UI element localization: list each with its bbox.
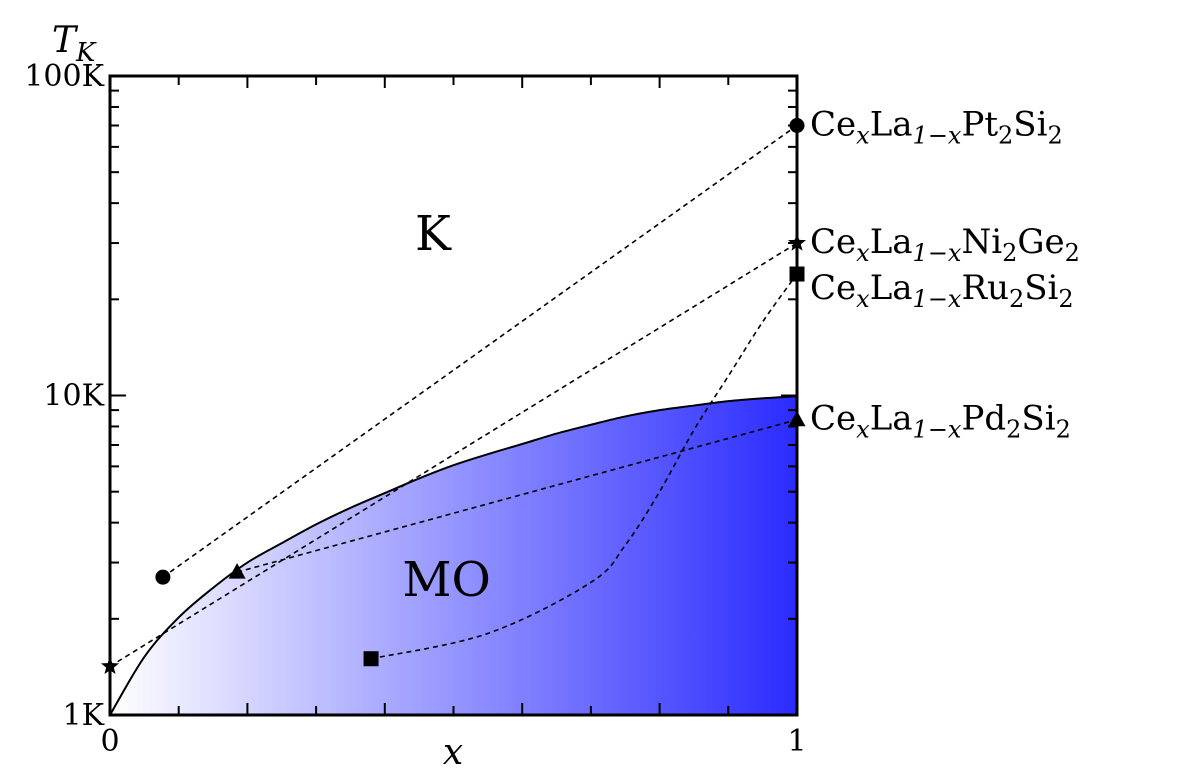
phase-boundary-line (109, 395, 798, 716)
series-label-cepd: CexLa1−xPd2Si2 (810, 399, 1071, 444)
series-label-cept: CexLa1−xPt2Si2 (810, 104, 1063, 149)
x-tick-label: 0 (100, 724, 119, 759)
series-label-ceru: CexLa1−xRu2Si2 (810, 268, 1074, 313)
series-label-ceni: CexLa1−xNi2Ge2 (810, 222, 1080, 267)
mo-region-shading (110, 396, 797, 715)
series-line-cepd (236, 418, 798, 573)
series-lines (109, 124, 798, 668)
region-label-kondo: K (415, 206, 452, 262)
tick-labels: 1K 10K 100K 0 1 (24, 59, 806, 759)
series-line-cept (162, 124, 798, 578)
marker-cepd-start (228, 563, 246, 579)
x-tick-label: 1 (787, 724, 806, 759)
marker-cept-start (155, 569, 171, 585)
x-axis-label: x (443, 732, 463, 769)
series-line-ceru (370, 273, 798, 660)
region-label-magnetic-order: MO (402, 552, 491, 608)
y-tick-label: 100K (24, 59, 104, 94)
axis-ticks (109, 75, 798, 716)
series-labels: CexLa1−xPt2Si2 CexLa1−xNi2Ge2CexLa1−xRu2S… (810, 104, 1080, 443)
y-axis-label: TK (52, 20, 97, 68)
y-tick-label: 1K (63, 698, 105, 733)
marker-ceru-start (363, 651, 379, 667)
y-tick-label: 10K (43, 379, 104, 414)
